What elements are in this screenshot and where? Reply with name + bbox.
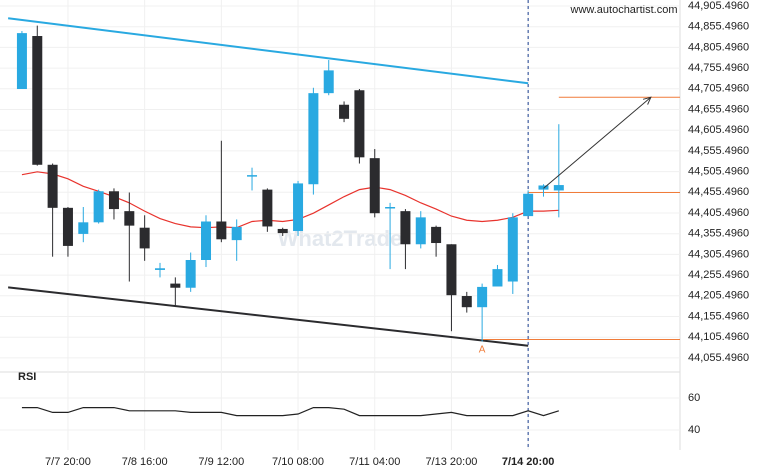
candle-body — [477, 286, 488, 308]
candle-body — [431, 226, 442, 244]
y-tick-label: 44,205.4960 — [688, 290, 749, 302]
x-tick-label: 7/14 20:00 — [502, 456, 555, 468]
candle-body — [170, 283, 181, 288]
y-tick-label: 44,705.4960 — [688, 83, 749, 95]
candle-body — [262, 189, 273, 227]
trendline — [8, 17, 529, 85]
candle-body — [247, 175, 258, 177]
y-tick-label: 40 — [688, 424, 700, 436]
y-tick-label: 44,155.4960 — [688, 310, 749, 322]
candle-body — [108, 191, 119, 210]
candle-body — [124, 211, 135, 226]
candle-body — [139, 227, 150, 249]
y-tick-label: 44,605.4960 — [688, 124, 749, 136]
candle-body — [62, 207, 73, 246]
candle-body — [93, 191, 104, 223]
y-tick-label: 44,255.4960 — [688, 269, 749, 281]
y-tick-label: 44,455.4960 — [688, 186, 749, 198]
y-tick-label: 60 — [688, 392, 700, 404]
candle-body — [293, 183, 304, 232]
source: www.autochartist.com — [570, 4, 678, 16]
rsi-line — [21, 407, 559, 417]
forecast-arrow — [543, 96, 652, 189]
x-tick-label: 7/10 08:00 — [272, 456, 324, 468]
y-tick-label: 44,055.4960 — [688, 352, 749, 364]
y-tick-label: 44,105.4960 — [688, 331, 749, 343]
y-tick-label: 44,355.4960 — [688, 228, 749, 240]
y-tick-label: 44,655.4960 — [688, 103, 749, 115]
x-tick-label: 7/7 20:00 — [45, 456, 91, 468]
y-tick-label: 44,755.4960 — [688, 62, 749, 74]
candle-body — [400, 211, 411, 245]
candle-body — [369, 158, 380, 214]
y-tick-label: 44,305.4960 — [688, 248, 749, 260]
trendline — [8, 286, 529, 347]
x-tick-label: 7/11 04:00 — [349, 456, 400, 468]
candle-body — [523, 193, 534, 217]
candle-body — [201, 221, 212, 260]
x-tick-label: 7/13 20:00 — [425, 456, 477, 468]
candle-body — [231, 226, 242, 241]
rsi-title: RSI — [18, 371, 36, 383]
candle-body — [323, 70, 334, 94]
y-tick-label: 44,905.4960 — [688, 0, 749, 12]
candle-body — [415, 217, 426, 245]
candle-body — [461, 296, 472, 308]
candle-body — [308, 93, 319, 185]
candle-body — [538, 185, 549, 190]
candle-body — [492, 269, 503, 287]
candle-body — [446, 244, 457, 296]
y-tick-label: 44,555.4960 — [688, 145, 749, 157]
candle-body — [553, 185, 564, 191]
candle-body — [154, 268, 165, 270]
candle-body — [216, 221, 227, 240]
candle-body — [277, 228, 288, 234]
candle-body — [78, 222, 89, 234]
y-tick-label: 44,805.4960 — [688, 41, 749, 53]
y-tick-label: 44,505.4960 — [688, 166, 749, 178]
y-tick-label: 44,855.4960 — [688, 21, 749, 33]
x-tick-label: 7/9 12:00 — [198, 456, 244, 468]
candle-body — [339, 104, 350, 119]
candle-body — [47, 164, 58, 208]
x-tick-label: 7/8 16:00 — [122, 456, 168, 468]
pattern-label: A — [479, 344, 486, 355]
candle-body — [385, 207, 396, 209]
candle-body — [185, 259, 196, 288]
candle-body — [32, 36, 43, 165]
candle-body — [354, 90, 365, 158]
y-tick-label: 44,405.4960 — [688, 207, 749, 219]
candle-body — [507, 217, 518, 282]
candle-body — [16, 33, 27, 90]
